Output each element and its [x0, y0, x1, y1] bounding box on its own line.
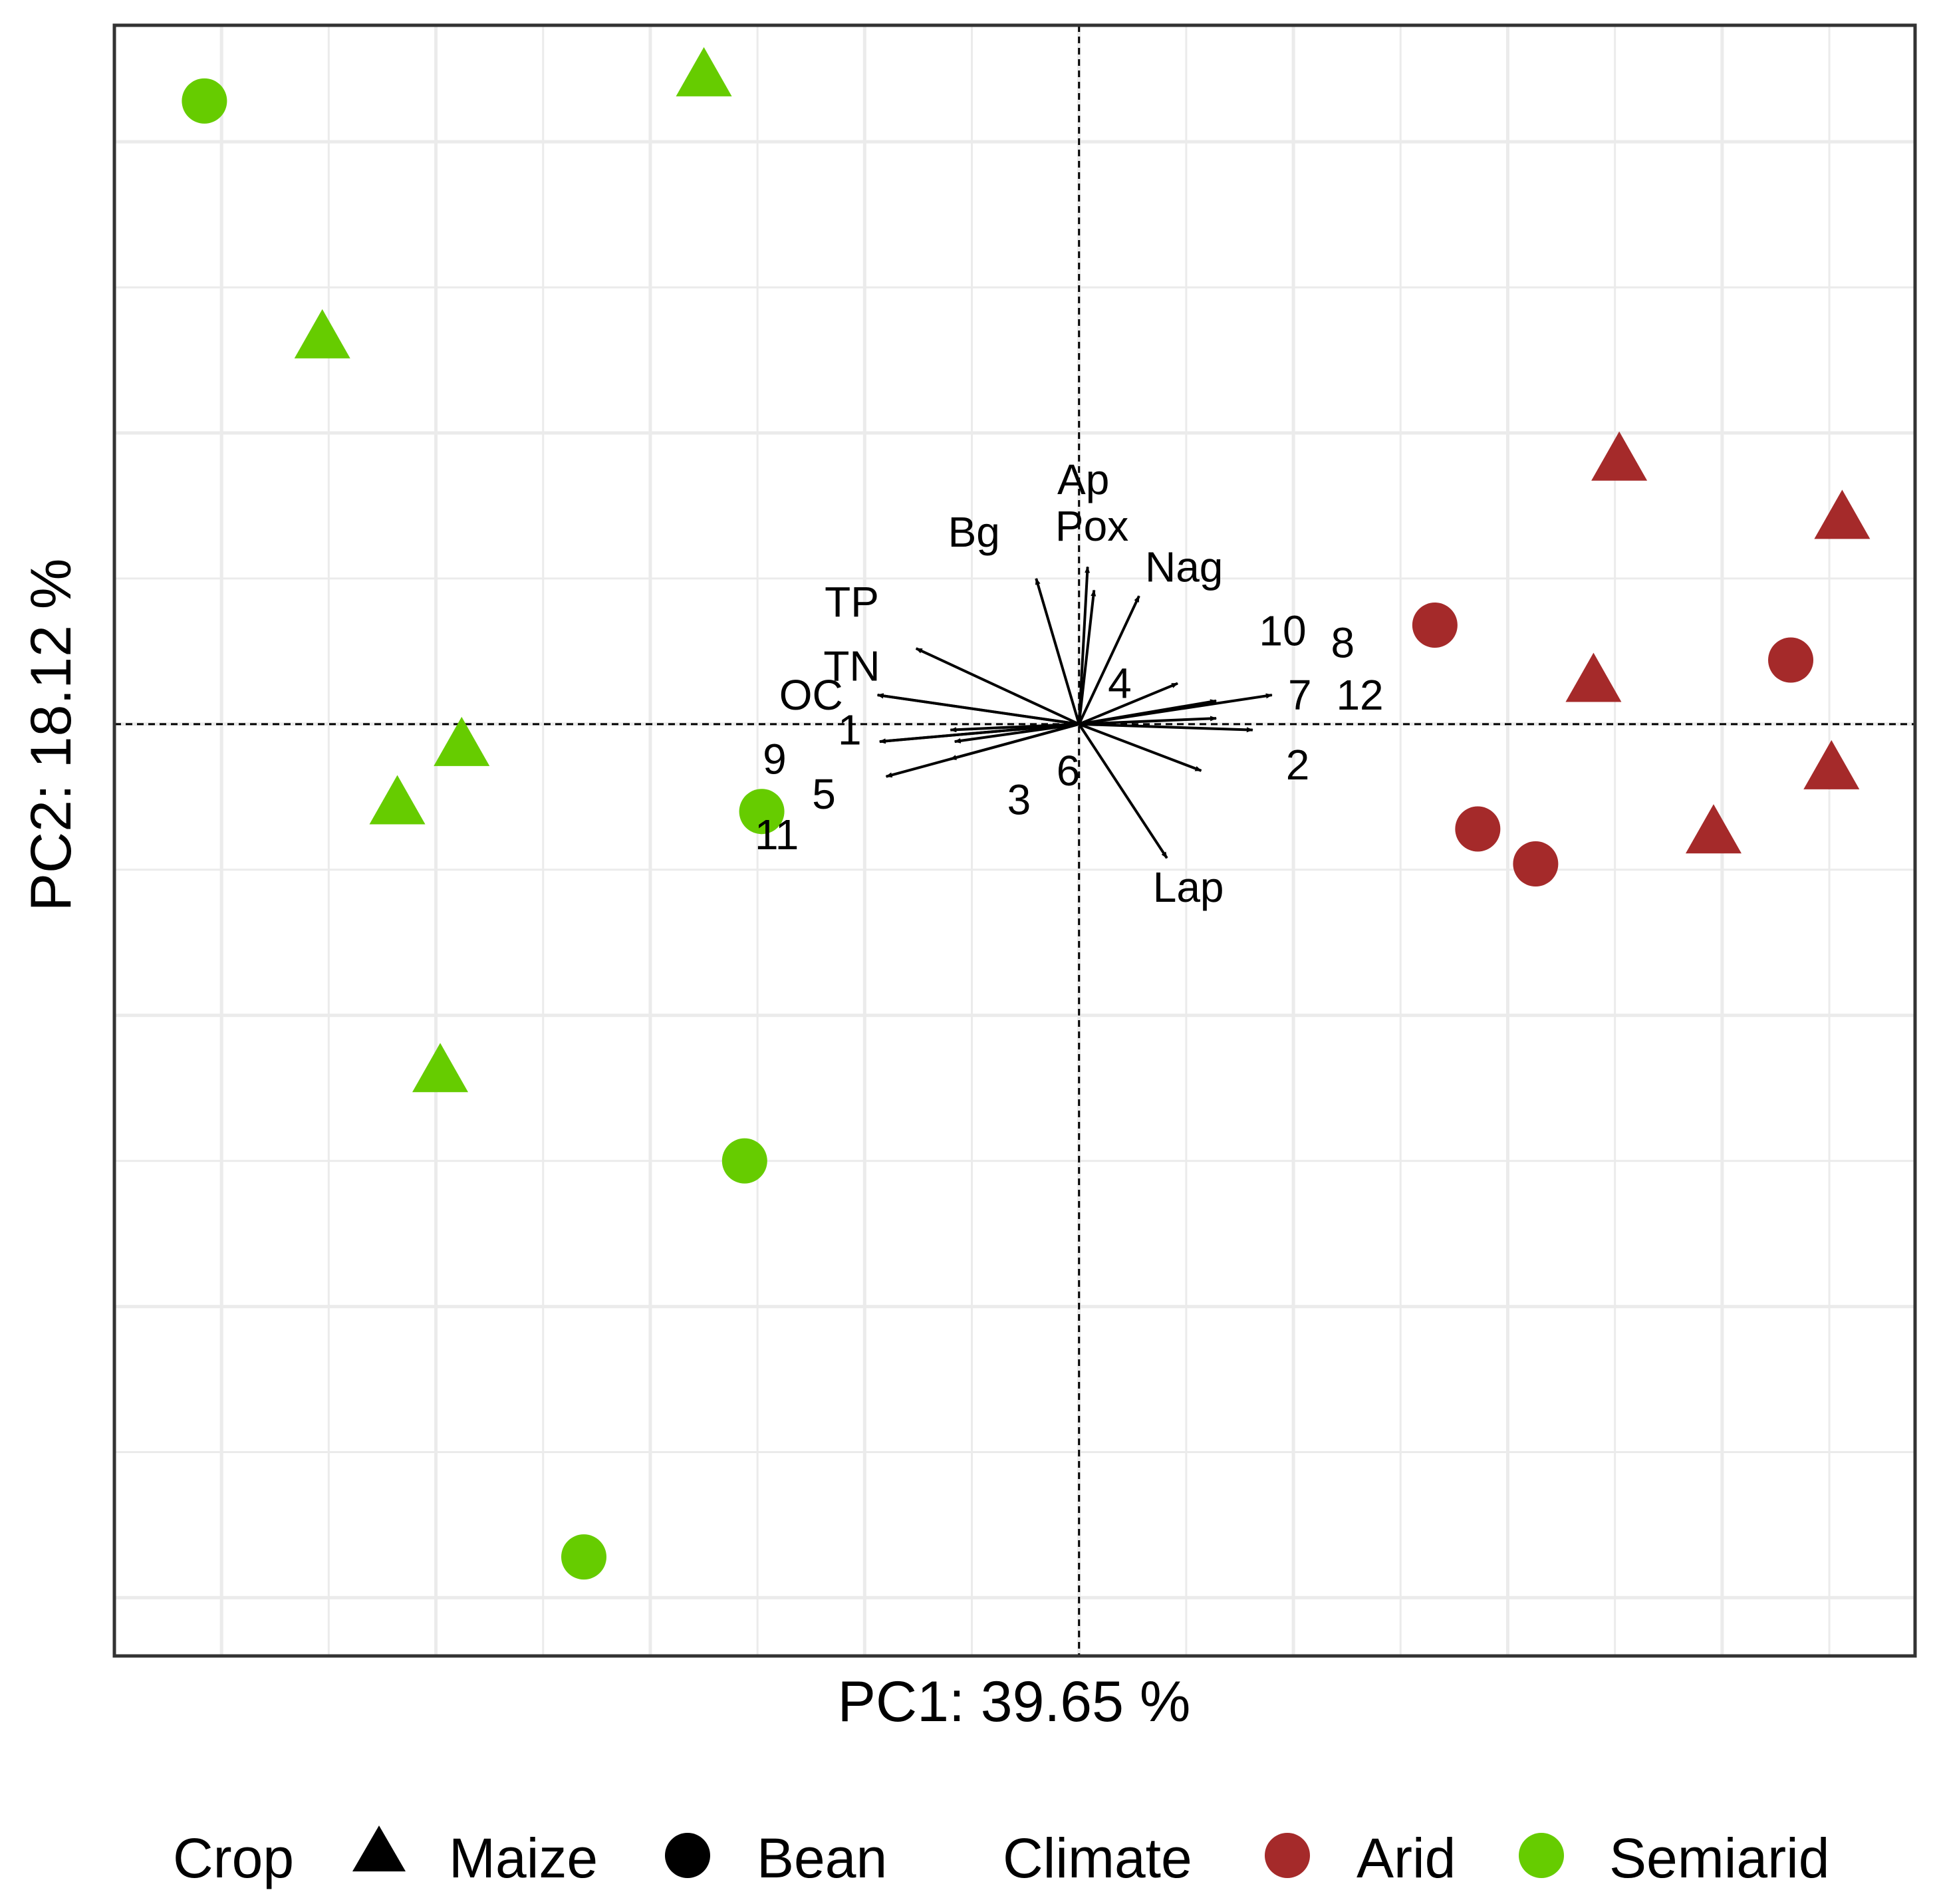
- loading-arrow-ap: [1077, 566, 1091, 724]
- point-arid-bean-18: [1513, 841, 1559, 887]
- y-axis-label: PC2: 18.12 %: [19, 559, 83, 912]
- reference-lines: [114, 25, 1915, 1656]
- legend-semiarid-label: Semiarid: [1609, 1827, 1829, 1889]
- legend-semiarid-circle-icon: [1519, 1833, 1564, 1878]
- x-axis-label: PC1: 39.65 %: [838, 1670, 1191, 1734]
- loading-arrow-pox: [1077, 589, 1097, 725]
- legend-crop-title: Crop: [173, 1827, 294, 1889]
- loading-label-oc: OC: [779, 671, 843, 719]
- loading-label-3: 3: [1007, 776, 1031, 824]
- loading-label-12: 12: [1336, 671, 1383, 719]
- legend-maize-triangle-icon: [352, 1826, 406, 1871]
- loading-label-lap: Lap: [1153, 863, 1224, 911]
- loading-arrow-4: [1078, 682, 1178, 726]
- loading-arrow-9: [878, 722, 1079, 744]
- point-arid-maize-16: [1685, 804, 1742, 854]
- loading-arrow-lap: [1078, 723, 1168, 859]
- loading-arrow-nag: [1077, 595, 1140, 725]
- loading-label-nag: Nag: [1145, 543, 1223, 591]
- plot-panel-border: [112, 23, 1917, 1658]
- sample-points: [182, 47, 1871, 1580]
- loading-label-bg: Bg: [948, 508, 1000, 556]
- loading-label-9: 9: [763, 735, 787, 783]
- loading-arrow-tp: [915, 647, 1080, 726]
- point-arid-bean-13: [1768, 637, 1814, 683]
- point-arid-maize-10: [1591, 431, 1648, 481]
- loading-arrow-oc: [876, 693, 1080, 726]
- grid: [114, 25, 1915, 1656]
- point-arid-bean-17: [1455, 806, 1501, 852]
- loading-label-1: 1: [838, 706, 862, 754]
- point-semiarid-maize-5: [369, 775, 426, 825]
- point-semiarid-bean-6: [739, 789, 785, 835]
- legend-maize-label: Maize: [449, 1827, 598, 1889]
- legend-arid-label: Arid: [1357, 1827, 1456, 1889]
- loading-arrows: [876, 566, 1273, 859]
- loading-label-5: 5: [812, 770, 836, 818]
- loading-label-6: 6: [1057, 747, 1081, 795]
- legend-bean-label: Bean: [757, 1827, 887, 1889]
- loading-label-ap: Ap: [1057, 456, 1109, 503]
- point-semiarid-maize-3: [294, 309, 350, 358]
- loading-arrow-6: [950, 722, 1079, 733]
- loading-arrow-8: [1079, 693, 1273, 726]
- loading-label-tp: TP: [825, 578, 879, 626]
- loading-arrow-7: [1079, 716, 1218, 726]
- loading-label-2: 2: [1286, 741, 1310, 789]
- legend: Crop Maize Bean Climate Arid Semiarid: [173, 1826, 1829, 1889]
- loading-label-4: 4: [1108, 660, 1132, 708]
- point-arid-maize-15: [1803, 740, 1860, 789]
- legend-climate-title: Climate: [1003, 1827, 1192, 1889]
- point-arid-maize-11: [1814, 489, 1871, 539]
- legend-bean-circle-icon: [665, 1833, 710, 1878]
- loading-label-pox: Pox: [1055, 502, 1128, 550]
- loading-arrow-bg: [1035, 577, 1081, 725]
- point-arid-maize-14: [1565, 652, 1622, 702]
- point-semiarid-bean-8: [721, 1138, 767, 1184]
- loading-label-8: 8: [1331, 618, 1355, 666]
- loading-label-11: 11: [755, 811, 799, 859]
- legend-arid-circle-icon: [1265, 1833, 1310, 1878]
- loading-label-10: 10: [1259, 607, 1306, 655]
- point-semiarid-bean-1: [182, 78, 227, 124]
- loading-arrow-2: [1079, 722, 1202, 772]
- loading-arrow-12: [1079, 722, 1253, 733]
- loading-arrow-3: [954, 722, 1079, 744]
- loading-arrow-11: [950, 722, 1080, 761]
- point-semiarid-bean-9: [561, 1534, 607, 1580]
- point-semiarid-maize-7: [412, 1043, 469, 1093]
- point-semiarid-maize-2: [676, 47, 732, 96]
- loading-label-tn: TN: [823, 642, 880, 690]
- loading-label-7: 7: [1288, 671, 1312, 719]
- point-semiarid-maize-4: [434, 716, 490, 766]
- point-arid-bean-12: [1412, 602, 1458, 648]
